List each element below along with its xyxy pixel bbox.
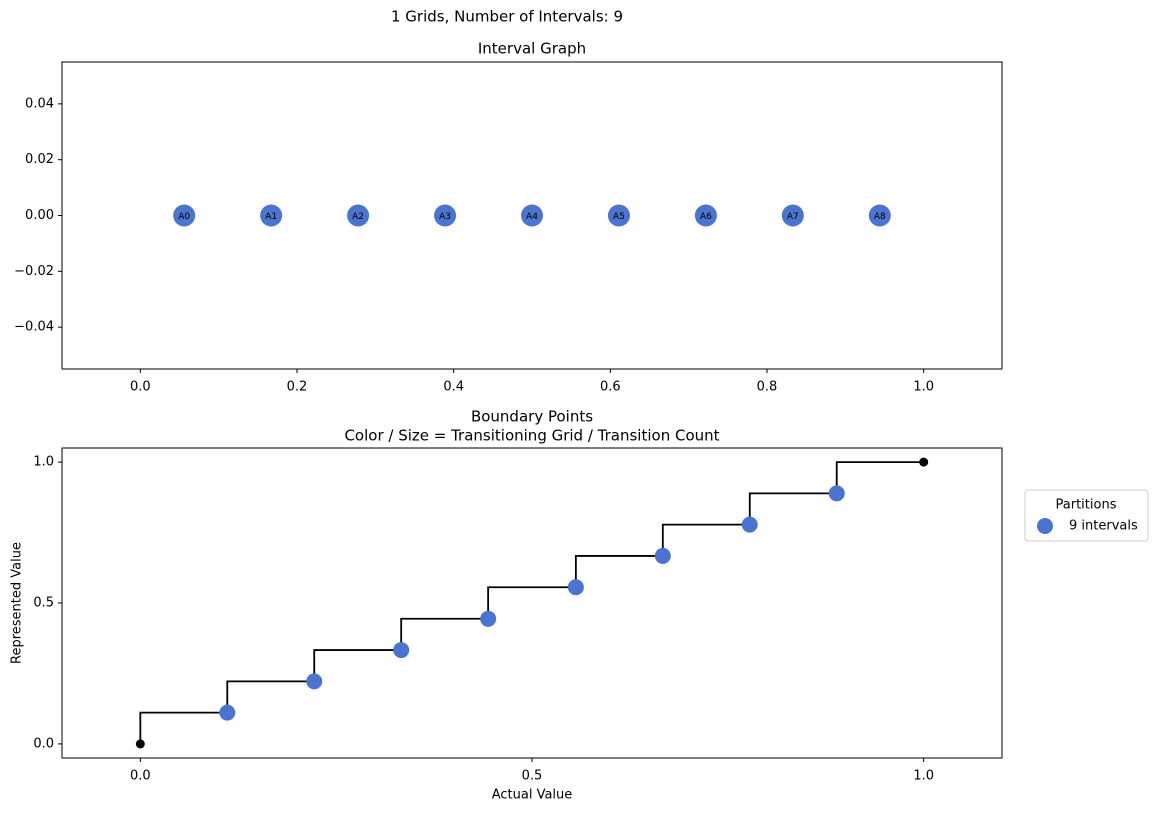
boundary-point [828,485,845,502]
y-tick-label: 0.00 [25,208,54,223]
node [173,204,196,227]
boundary-point [654,547,671,564]
node-label: A1 [265,212,277,222]
x-tick-label: 0.6 [600,380,621,395]
node-label: A5 [613,212,625,222]
boundary-point [567,579,584,596]
x-tick-label: 0.4 [443,380,464,395]
legend-box [1024,489,1149,542]
boundary-point [393,642,410,659]
node-label: A2 [352,212,364,222]
legend-label: 9 intervals [1069,519,1138,534]
y-tick-label: 0.02 [25,152,54,167]
node [781,204,804,227]
y-tick-label: 0.0 [33,736,54,751]
node-label: A6 [700,212,712,222]
node-label: A4 [526,212,538,222]
legend-title: Partitions [1056,498,1117,513]
x-tick-label: 0.2 [287,380,308,395]
node-label: A8 [874,212,886,222]
node [868,204,891,227]
node-label: A7 [787,212,799,222]
node-label: A3 [439,212,451,222]
boundary-point [741,516,758,533]
node [347,204,370,227]
node [260,204,283,227]
y-tick-label: 1.0 [33,455,54,470]
x-tick-label: 0.8 [757,380,778,395]
boundary-point [306,673,323,690]
y-tick-label: 0.5 [33,596,54,611]
y-tick-label: 0.04 [25,96,54,111]
boundary-point [219,704,236,721]
figure-title: 1 Grids, Number of Intervals: 9 [391,8,623,26]
boundary-point [480,610,497,627]
endpoint [135,739,145,749]
x-tick-label: 0.0 [130,380,151,395]
x-tick-label: 0.0 [130,769,151,784]
node [694,204,717,227]
y-axis-label: Represented Value [10,542,25,664]
axes-title: Interval Graph [478,40,586,58]
y-tick-label: −0.02 [14,264,54,279]
x-tick-label: 1.0 [913,380,934,395]
step-line [139,461,924,744]
legend-marker [1037,518,1053,534]
x-axis-label: Actual Value [492,788,573,803]
node [434,204,457,227]
endpoint [919,457,929,467]
y-tick-label: −0.04 [14,320,54,335]
axes-title: Boundary Points [471,408,593,426]
node [521,204,543,227]
node [607,204,630,227]
node-label: A0 [178,212,190,222]
axes-title: Color / Size = Transitioning Grid / Tran… [344,427,719,445]
x-tick-label: 0.5 [522,769,543,784]
plot-frame [61,447,1003,759]
x-tick-label: 1.0 [913,769,934,784]
